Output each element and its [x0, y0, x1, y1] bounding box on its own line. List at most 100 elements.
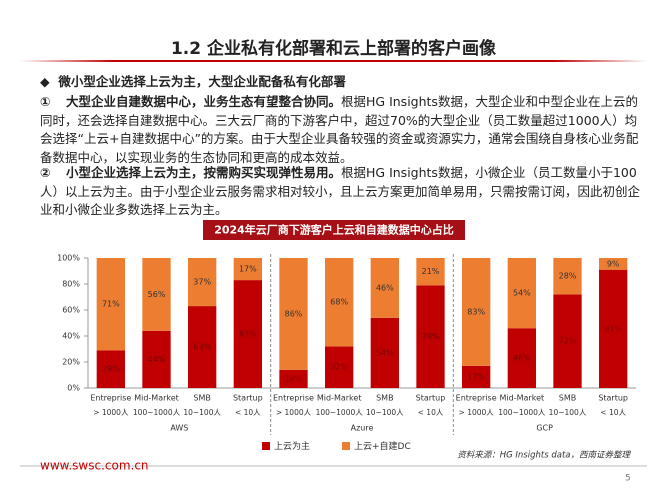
bar-segment — [96, 350, 125, 388]
point-lead: 大型企业自建数据中心，业务生态有望整合协同。 — [66, 94, 342, 109]
bar-segment — [279, 258, 308, 370]
point-text: 根据HG Insights数据，小微企业（员工数量小于100人）以上云为主。由于… — [40, 165, 641, 217]
x-sublabel: < 10人 — [418, 408, 444, 417]
y-tick-label: 0% — [67, 384, 80, 393]
x-tick-label: SMB — [559, 394, 576, 403]
point-lead: 小型企业选择上云为主，按需购买实现弹性易用。 — [66, 165, 342, 180]
data-label: 9% — [607, 259, 620, 268]
x-tick-label: Mid-Market — [134, 394, 179, 403]
bar-segment — [279, 369, 308, 388]
data-label: 54% — [376, 348, 394, 357]
footer-url: www.swsc.com.cn — [40, 459, 149, 473]
bar-segment — [553, 258, 582, 295]
chart-title-banner — [203, 220, 465, 240]
data-label: 46% — [376, 283, 394, 292]
x-sublabel: > 1000人 — [93, 408, 129, 417]
bar-segment — [370, 317, 399, 388]
x-tick-label: SMB — [376, 394, 393, 403]
data-label: 79% — [422, 332, 440, 341]
bar-segment — [507, 328, 536, 388]
data-label: 54% — [513, 289, 531, 298]
bar-segment — [599, 258, 628, 270]
data-label: 46% — [513, 354, 531, 363]
data-label: 37% — [193, 278, 211, 287]
page-number: 5 — [625, 474, 631, 484]
chart-title: 2024年云厂商下游客户上云和自建数据中心占比 — [214, 223, 454, 237]
x-sublabel: 100~1000人 — [316, 408, 364, 417]
point-text: 根据HG Insights数据，大型企业和中型企业在上云的同时，还会选择自建数据… — [40, 94, 639, 165]
data-label: 71% — [102, 300, 120, 309]
x-tick-label: Entreprise — [456, 394, 497, 403]
bar-segment — [325, 346, 354, 388]
source: 资料来源：HG Insights data，西南证券整理 — [457, 450, 631, 461]
bar-segment — [462, 258, 491, 366]
bar-segment — [462, 365, 491, 388]
point-marker: ② — [40, 165, 51, 180]
data-label: 17% — [467, 372, 485, 381]
group-label: GCP — [536, 424, 553, 433]
x-tick-label: Startup — [598, 394, 628, 403]
bar-segment — [325, 258, 354, 347]
data-label: 56% — [148, 290, 166, 299]
x-sublabel: 100~1000人 — [133, 408, 181, 417]
data-label: 86% — [285, 309, 303, 318]
x-sublabel: 10~100人 — [549, 408, 587, 417]
bar-segment — [553, 294, 582, 388]
bar-segment — [188, 258, 217, 307]
x-sublabel: > 1000人 — [459, 408, 495, 417]
x-tick-label: Mid-Market — [500, 394, 545, 403]
data-label: 83% — [239, 330, 257, 339]
bar-segment — [96, 258, 125, 351]
data-label: 29% — [102, 365, 120, 374]
bar-segment — [233, 258, 262, 281]
y-tick-label: 40% — [62, 332, 80, 341]
bullet: ◆ 微小型企业选择上云为主，大型企业配备私有化部署 — [40, 74, 346, 89]
data-label: 83% — [467, 307, 485, 316]
x-tick-label: Mid-Market — [317, 394, 362, 403]
x-tick-label: Startup — [233, 394, 263, 403]
x-tick-label: SMB — [193, 394, 210, 403]
data-label: 63% — [193, 343, 211, 352]
x-sublabel: > 1000人 — [276, 408, 312, 417]
x-tick-label: Entreprise — [273, 394, 314, 403]
x-sublabel: 100~1000人 — [498, 408, 546, 417]
y-tick-label: 80% — [62, 280, 80, 289]
bar-segment — [507, 258, 536, 329]
group-label: Azure — [351, 424, 374, 433]
x-sublabel: 10~100人 — [183, 408, 221, 417]
data-label: 91% — [604, 324, 622, 333]
title-rule — [20, 60, 647, 62]
data-label: 72% — [559, 337, 577, 346]
bar-segment — [370, 258, 399, 318]
slide-title: 1.2 企业私有化部署和云上部署的客户画像 — [170, 39, 497, 59]
legend-label: 上云+自建DC — [354, 440, 411, 452]
legend-swatch — [262, 442, 270, 450]
y-tick-label: 60% — [62, 306, 80, 315]
point-marker: ① — [40, 94, 51, 109]
x-tick-label: Entreprise — [90, 394, 131, 403]
bar-segment — [142, 258, 171, 331]
legend-label: 上云为主 — [274, 440, 310, 452]
x-sublabel: 10~100人 — [366, 408, 404, 417]
data-label: 44% — [148, 355, 166, 364]
bar-segment — [416, 258, 445, 286]
x-sublabel: < 10人 — [600, 408, 626, 417]
data-label: 21% — [422, 267, 440, 276]
legend-swatch — [342, 442, 350, 450]
bar-segment — [416, 285, 445, 388]
y-tick-label: 20% — [62, 358, 80, 367]
data-label: 68% — [330, 298, 348, 307]
point: ② 小型企业选择上云为主，按需购买实现弹性易用。根据HG Insights数据，小… — [40, 164, 640, 220]
bar-segment — [233, 280, 262, 388]
bar-segment — [599, 269, 628, 388]
point: ① 大型企业自建数据中心，业务生态有望整合协同。根据HG Insights数据，大… — [40, 93, 640, 167]
bar-segment — [142, 330, 171, 388]
group-label: AWS — [170, 424, 188, 433]
bar-segment — [188, 306, 217, 388]
data-label: 14% — [285, 374, 303, 383]
data-label: 28% — [559, 272, 577, 281]
x-sublabel: < 10人 — [235, 408, 261, 417]
y-tick-label: 100% — [57, 254, 80, 263]
